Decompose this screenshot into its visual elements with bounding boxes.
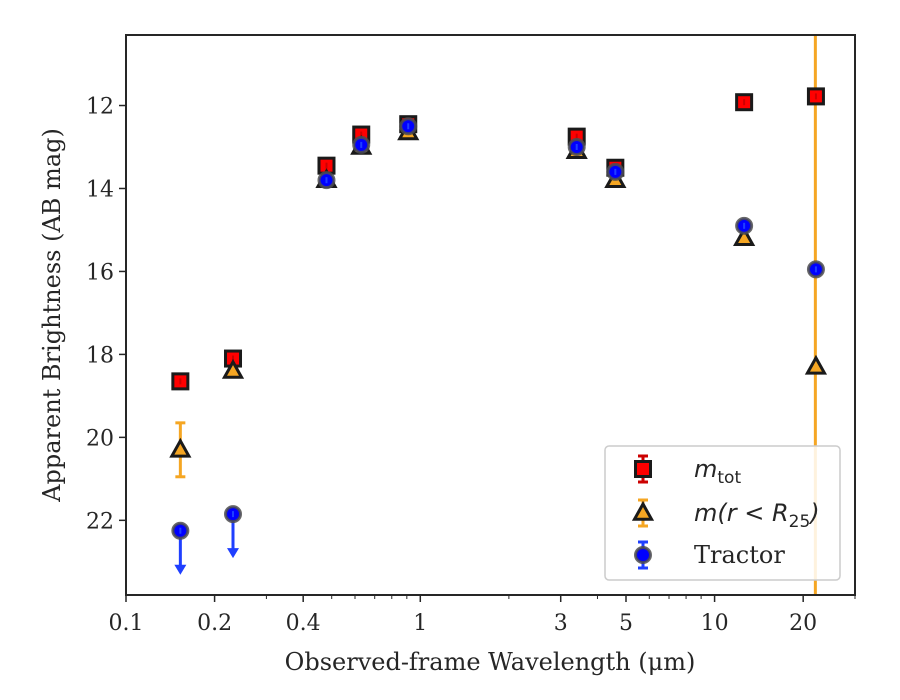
legend-entry: mtot [634, 454, 741, 488]
x-tick-label: 1 [413, 611, 427, 636]
data-marks-layer [169, 87, 828, 575]
x-tick-label: 0.2 [197, 611, 232, 636]
legend-marker [631, 500, 655, 521]
upper-limit-head [174, 564, 187, 575]
y-tick-label: 16 [86, 260, 114, 285]
y-tick-label: 12 [86, 95, 114, 120]
legend-marker [634, 546, 652, 564]
x-tick-label: 10 [701, 611, 729, 636]
legend-box [604, 445, 841, 581]
legend-label: m(r < R25) [694, 499, 820, 532]
x-tick-label: 20 [789, 611, 817, 636]
y-tick-label: 20 [86, 426, 114, 451]
legend-entry: Tractor [634, 540, 785, 570]
x-axis-label: Observed-frame Wavelength (μm) [285, 648, 696, 676]
legend-entry: m(r < R25) [631, 498, 820, 532]
series-m-tot [171, 87, 825, 391]
x-tick-label: 0.4 [286, 611, 321, 636]
legend-marker [634, 460, 652, 478]
upper-limit-head [227, 548, 240, 559]
legend-label-subscript: tot [717, 468, 741, 488]
x-tick-label: 3 [554, 611, 568, 636]
legend-label-main: Tractor [694, 541, 785, 569]
y-tick-label: 18 [86, 343, 114, 368]
y-tick-label: 14 [86, 177, 114, 202]
y-axis-label: Apparent Brightness (AB mag) [38, 128, 66, 503]
series-m-r-r-25- [169, 120, 828, 479]
legend-label-main: m(r < R [694, 499, 789, 527]
legend-label-main: m [694, 455, 717, 483]
legend: mtot m(r < R25) Tractor [604, 445, 841, 581]
legend-label-subscript: 25 [789, 512, 811, 532]
legend-label: mtot [694, 455, 741, 488]
marker-circle [634, 546, 652, 564]
legend-label-end: ) [808, 499, 819, 527]
series-tractor [171, 117, 825, 575]
plot-frame [125, 34, 856, 596]
x-tick-label: 0.1 [109, 611, 144, 636]
ticks-layer: 0.1 0.2 0.4 1 3 5 10 20 12 14 16 18 20 22 [86, 95, 856, 636]
x-tick-label: 5 [619, 611, 633, 636]
y-tick-label: 22 [86, 509, 114, 534]
legend-label: Tractor [694, 541, 785, 569]
